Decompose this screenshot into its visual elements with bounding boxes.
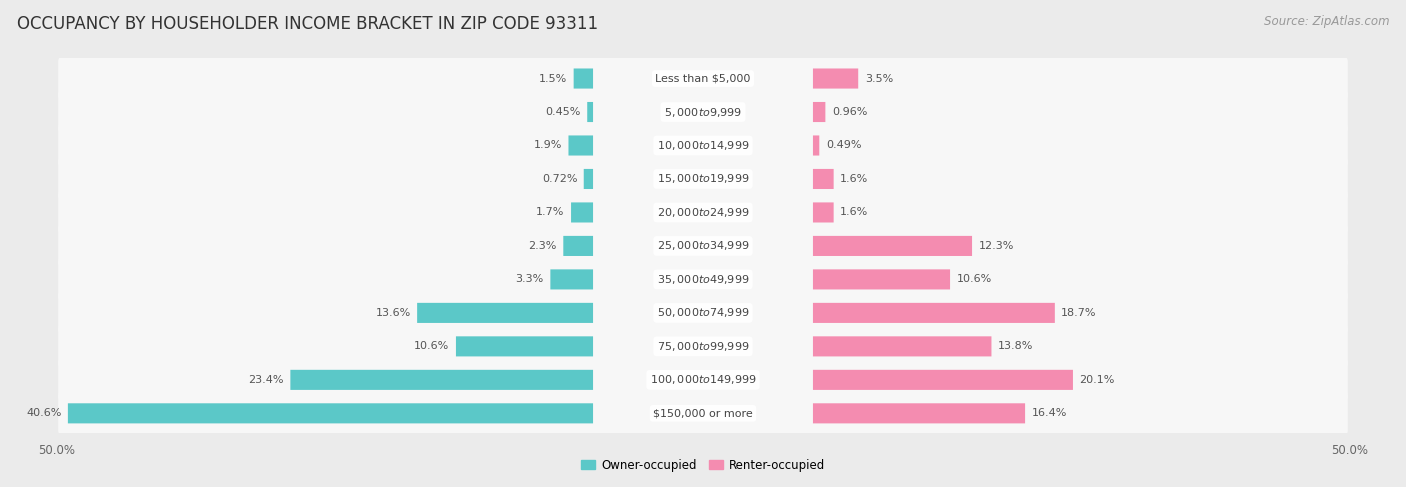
Text: 12.3%: 12.3%	[979, 241, 1014, 251]
Text: 13.6%: 13.6%	[375, 308, 411, 318]
FancyBboxPatch shape	[571, 203, 593, 223]
Text: 3.3%: 3.3%	[516, 274, 544, 284]
FancyBboxPatch shape	[813, 370, 1073, 390]
FancyBboxPatch shape	[58, 225, 1348, 267]
FancyBboxPatch shape	[291, 370, 593, 390]
Text: $25,000 to $34,999: $25,000 to $34,999	[657, 240, 749, 252]
Text: 1.6%: 1.6%	[841, 174, 869, 184]
Text: 40.6%: 40.6%	[27, 408, 62, 418]
Text: $5,000 to $9,999: $5,000 to $9,999	[664, 106, 742, 118]
FancyBboxPatch shape	[813, 269, 950, 289]
Text: 1.5%: 1.5%	[538, 74, 567, 84]
FancyBboxPatch shape	[58, 191, 1348, 234]
Text: 0.45%: 0.45%	[546, 107, 581, 117]
FancyBboxPatch shape	[564, 236, 593, 256]
FancyBboxPatch shape	[583, 169, 593, 189]
Text: $75,000 to $99,999: $75,000 to $99,999	[657, 340, 749, 353]
FancyBboxPatch shape	[58, 392, 1348, 434]
Text: 20.1%: 20.1%	[1080, 375, 1115, 385]
FancyBboxPatch shape	[67, 403, 593, 423]
Text: $35,000 to $49,999: $35,000 to $49,999	[657, 273, 749, 286]
Text: Source: ZipAtlas.com: Source: ZipAtlas.com	[1264, 15, 1389, 28]
FancyBboxPatch shape	[58, 91, 1348, 133]
Text: 0.72%: 0.72%	[541, 174, 578, 184]
FancyBboxPatch shape	[568, 135, 593, 155]
Text: 10.6%: 10.6%	[415, 341, 450, 352]
FancyBboxPatch shape	[813, 169, 834, 189]
Text: $15,000 to $19,999: $15,000 to $19,999	[657, 172, 749, 186]
FancyBboxPatch shape	[813, 69, 858, 89]
Text: 16.4%: 16.4%	[1032, 408, 1067, 418]
FancyBboxPatch shape	[58, 359, 1348, 401]
Text: $100,000 to $149,999: $100,000 to $149,999	[650, 374, 756, 386]
FancyBboxPatch shape	[813, 403, 1025, 423]
FancyBboxPatch shape	[813, 236, 972, 256]
Text: 18.7%: 18.7%	[1062, 308, 1097, 318]
Text: 1.9%: 1.9%	[534, 140, 562, 150]
Text: 1.7%: 1.7%	[536, 207, 565, 218]
Text: 3.5%: 3.5%	[865, 74, 893, 84]
Text: 13.8%: 13.8%	[998, 341, 1033, 352]
Text: 10.6%: 10.6%	[956, 274, 991, 284]
Text: 0.49%: 0.49%	[825, 140, 862, 150]
FancyBboxPatch shape	[58, 325, 1348, 368]
Text: Less than $5,000: Less than $5,000	[655, 74, 751, 84]
Text: 2.3%: 2.3%	[529, 241, 557, 251]
FancyBboxPatch shape	[418, 303, 593, 323]
Legend: Owner-occupied, Renter-occupied: Owner-occupied, Renter-occupied	[576, 454, 830, 476]
Text: OCCUPANCY BY HOUSEHOLDER INCOME BRACKET IN ZIP CODE 93311: OCCUPANCY BY HOUSEHOLDER INCOME BRACKET …	[17, 15, 598, 33]
FancyBboxPatch shape	[58, 292, 1348, 334]
FancyBboxPatch shape	[456, 337, 593, 356]
Text: $150,000 or more: $150,000 or more	[654, 408, 752, 418]
FancyBboxPatch shape	[58, 124, 1348, 167]
FancyBboxPatch shape	[813, 102, 825, 122]
FancyBboxPatch shape	[58, 158, 1348, 200]
Text: $50,000 to $74,999: $50,000 to $74,999	[657, 306, 749, 319]
Text: $10,000 to $14,999: $10,000 to $14,999	[657, 139, 749, 152]
FancyBboxPatch shape	[813, 135, 820, 155]
FancyBboxPatch shape	[813, 337, 991, 356]
FancyBboxPatch shape	[574, 69, 593, 89]
FancyBboxPatch shape	[813, 303, 1054, 323]
Text: 23.4%: 23.4%	[249, 375, 284, 385]
Text: 1.6%: 1.6%	[841, 207, 869, 218]
Text: $20,000 to $24,999: $20,000 to $24,999	[657, 206, 749, 219]
FancyBboxPatch shape	[58, 57, 1348, 100]
FancyBboxPatch shape	[813, 203, 834, 223]
FancyBboxPatch shape	[58, 258, 1348, 300]
FancyBboxPatch shape	[588, 102, 593, 122]
Text: 0.96%: 0.96%	[832, 107, 868, 117]
FancyBboxPatch shape	[550, 269, 593, 289]
